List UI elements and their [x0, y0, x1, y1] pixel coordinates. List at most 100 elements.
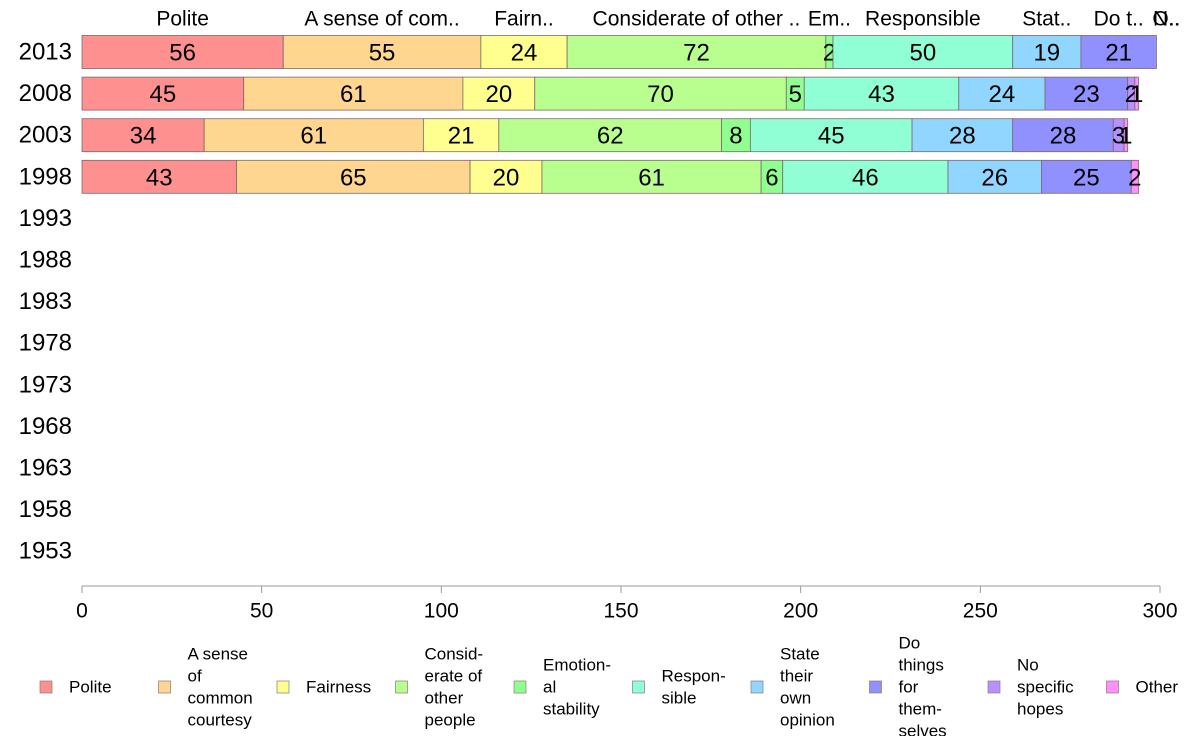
legend-swatch	[39, 680, 53, 694]
y-tick-label: 1978	[19, 330, 72, 357]
series-top-label: Em..	[808, 8, 851, 31]
y-tick-label: 1958	[19, 496, 72, 523]
legend-label: their	[780, 667, 813, 686]
legend-item: Consid-erate of other people	[395, 645, 484, 730]
legend-label: opinion	[780, 711, 835, 730]
bar-value-label: 61	[638, 164, 665, 191]
series-top-label: Considerate of other ..	[593, 8, 801, 31]
bar-value-label: 28	[949, 123, 976, 150]
legend-label: erate of	[425, 667, 483, 686]
legend-label: them-	[899, 700, 942, 719]
bar-value-label: 24	[511, 40, 538, 67]
bar-segment	[498, 118, 723, 153]
legend-swatch	[869, 680, 882, 694]
y-tick-label: 1998	[19, 163, 72, 190]
y-tick-label: 2013	[19, 39, 72, 66]
bar-value-label: 61	[300, 123, 327, 150]
bar-segment	[282, 35, 482, 69]
bar-segment	[721, 118, 751, 153]
y-tick-label: 2008	[19, 80, 72, 107]
bar-value-label: 70	[647, 81, 674, 108]
bar-value-label: 3	[1112, 123, 1125, 150]
legend-label: courtesy	[188, 711, 253, 730]
bar-segment	[81, 159, 237, 194]
legend-label: Polite	[69, 678, 112, 697]
legend-item: Do things for them-selves	[869, 634, 947, 736]
x-axis: 0 50 100 150 200 250 300	[76, 585, 1178, 623]
bar-value-label: 20	[485, 81, 512, 108]
legend-label: of	[188, 667, 202, 686]
bar-value-label: 24	[989, 81, 1016, 108]
legend-label: other	[425, 689, 464, 708]
legend-label: selves	[899, 722, 947, 736]
legend-swatch	[395, 680, 408, 694]
legend-item: Respon-sible	[632, 667, 726, 708]
legend-item: Emotion-al stability	[513, 656, 611, 719]
legend-label: stability	[543, 700, 600, 719]
bar-segment	[81, 76, 245, 111]
bar-segment	[1041, 159, 1132, 194]
legend-label: State	[780, 645, 820, 664]
legend-label: specific	[1017, 678, 1074, 697]
series-top-label: Do t..	[1094, 8, 1144, 31]
legend: Polite A sense of common courtesy Fairness Con…	[39, 634, 1179, 736]
legend-label: common	[188, 689, 253, 708]
legend-item: State their own opinion	[750, 645, 835, 730]
legend-swatch	[1106, 680, 1119, 694]
bar-segment	[81, 118, 205, 153]
bar-value-label: 20	[493, 164, 520, 191]
legend-label: Other	[1136, 678, 1179, 697]
series-top-label: A sense of com..	[304, 8, 459, 31]
bar-value-label: 65	[340, 164, 367, 191]
bar-segment	[1080, 35, 1157, 69]
bar-segment	[534, 76, 787, 111]
series-top-labels: Polite A sense of com.. Fairn.. Considerate…	[156, 8, 1180, 31]
bar-segment	[1044, 76, 1129, 111]
bar-value-label: 72	[683, 40, 710, 67]
bar-segment	[566, 35, 827, 69]
bar-value-label: 21	[1105, 40, 1132, 67]
bar-segment	[832, 35, 1014, 69]
series-top-label: Stat..	[1022, 8, 1071, 31]
legend-label: Consid-	[425, 645, 484, 664]
bar-value-label: 43	[146, 164, 173, 191]
bar-value-label: 21	[448, 123, 475, 150]
bar-value-label: 5	[789, 81, 802, 108]
legend-label: own	[780, 689, 811, 708]
legend-label: hopes	[1017, 700, 1063, 719]
bar-segment	[203, 118, 424, 153]
legend-label: Emotion-	[543, 656, 611, 675]
legend-swatch	[632, 680, 645, 694]
bar-value-label: 2	[1128, 164, 1141, 191]
bar-segment	[1123, 118, 1129, 153]
bar-value-label: 19	[1033, 40, 1060, 67]
bar-segment	[803, 76, 960, 111]
bar-value-label: 8	[729, 123, 742, 150]
bar-segment	[469, 159, 543, 194]
bar-value-label: 45	[818, 123, 845, 150]
bar-value-label: 61	[340, 81, 367, 108]
bar-value-label: 55	[369, 40, 396, 67]
bar-segment	[1130, 159, 1139, 194]
legend-item: Other	[1106, 678, 1179, 697]
y-tick-label: 1968	[19, 413, 72, 440]
bar-segment	[911, 118, 1014, 153]
x-tick-label: 50	[250, 600, 273, 623]
bar-value-label: 6	[765, 164, 778, 191]
legend-label: Respon-	[662, 667, 726, 686]
bar-value-label: 62	[597, 123, 624, 150]
legend-label: Fairness	[306, 678, 371, 697]
legend-label: No	[1017, 656, 1039, 675]
bar-value-label: 46	[852, 164, 879, 191]
bar-segment	[1134, 76, 1139, 111]
legend-item: No specific hopes	[987, 656, 1074, 719]
legend-label: al	[543, 678, 556, 697]
bar-value-label: 23	[1073, 81, 1100, 108]
legend-item: Fairness	[276, 678, 371, 697]
legend-label: things	[899, 656, 944, 675]
legend-item: Polite	[39, 678, 112, 697]
bar-segment	[81, 35, 284, 69]
bar-value-label: 45	[149, 81, 176, 108]
